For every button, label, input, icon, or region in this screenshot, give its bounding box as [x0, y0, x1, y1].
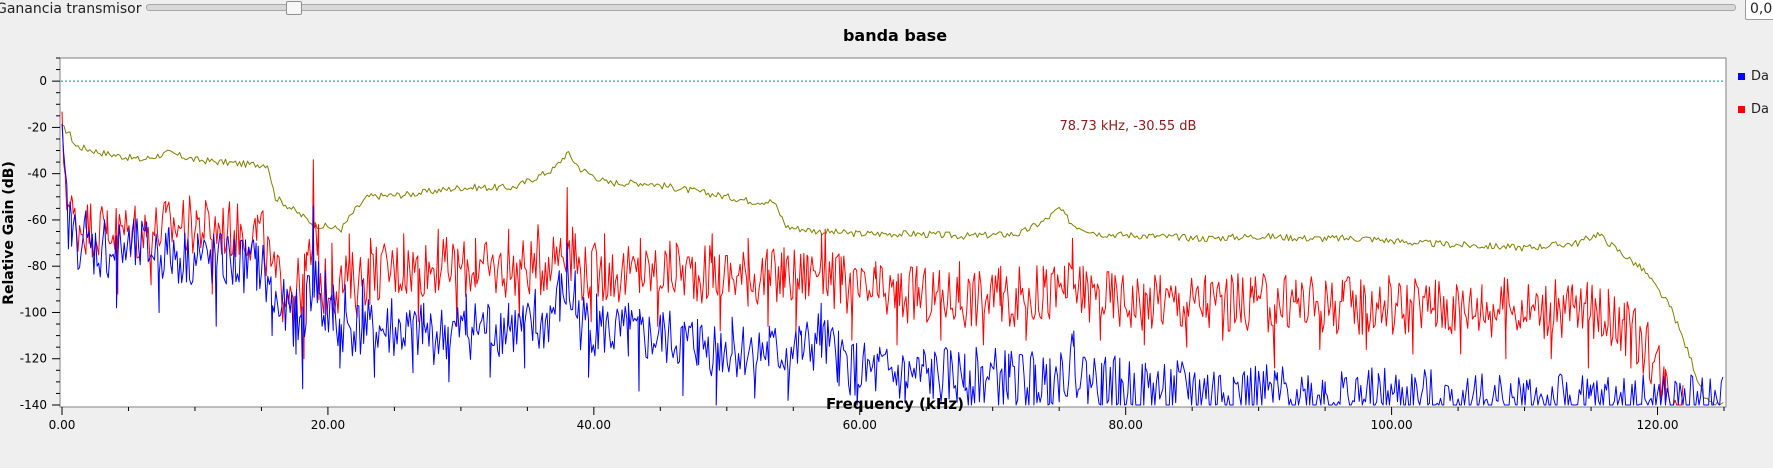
gain-slider[interactable] [146, 1, 1736, 15]
y-tick-label: -120 [20, 352, 47, 366]
gain-value-field[interactable]: 0,0 [1745, 0, 1773, 20]
x-tick-label: 20.00 [311, 418, 345, 432]
y-tick-label: 0 [39, 74, 47, 88]
gain-label: Ganancia transmisor [0, 1, 142, 17]
x-tick-label: 40.00 [577, 418, 611, 432]
x-tick-label: 80.00 [1109, 418, 1143, 432]
x-tick-label: 120.00 [1637, 418, 1679, 432]
y-tick-label: -60 [27, 213, 47, 227]
legend-label: Da [1751, 69, 1769, 84]
gain-slider-handle[interactable] [286, 1, 302, 15]
series-line-data-1 [61, 111, 1684, 406]
frequency-plot[interactable]: banda base 0 -20 -40 -60 -80 -100 -120 -1400.00… [0, 24, 1773, 468]
legend-item-data1[interactable]: Da [1738, 93, 1769, 126]
y-tick-label: -100 [20, 305, 47, 319]
series-line-data-2 [61, 124, 1724, 406]
plot-canvas[interactable] [59, 57, 1727, 408]
legend-swatch-blue [1738, 73, 1745, 80]
series-line-data-0 [61, 123, 1724, 406]
y-tick-label: -40 [27, 167, 47, 181]
x-tick-label: 60.00 [843, 418, 877, 432]
x-tick-label: 0.00 [49, 418, 76, 432]
chart-title: banda base [843, 26, 947, 45]
legend-label: Da [1751, 102, 1769, 117]
y-tick-label: -80 [27, 259, 47, 273]
x-axis-label: Frequency (kHz) [826, 395, 964, 413]
legend: Da Da [1738, 60, 1769, 126]
legend-swatch-red [1738, 106, 1745, 113]
y-tick-label: -20 [27, 120, 47, 134]
legend-item-data0[interactable]: Da [1738, 60, 1769, 93]
x-tick-label: 100.00 [1371, 418, 1413, 432]
marker-label: 78.73 kHz, -30.55 dB [1060, 119, 1197, 134]
y-axis-label: Relative Gain (dB) [1, 161, 17, 305]
y-tick-label: -140 [20, 398, 47, 412]
